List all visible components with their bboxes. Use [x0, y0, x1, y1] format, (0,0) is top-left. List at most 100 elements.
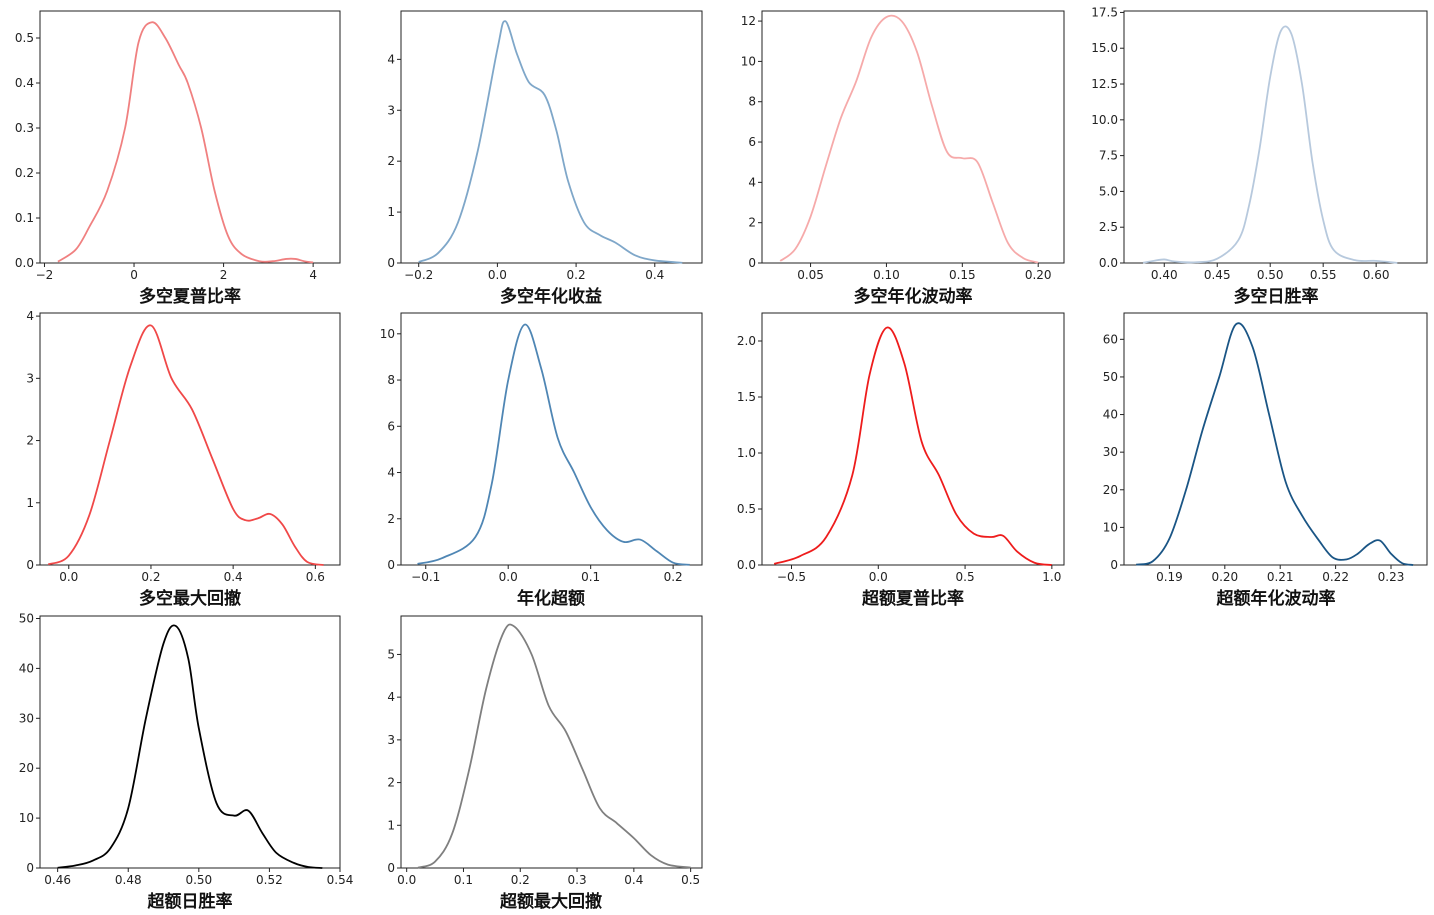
y-tick-label: 1	[387, 818, 395, 832]
plot-area	[779, 14, 1039, 264]
density-curve	[57, 21, 314, 264]
density-curve	[417, 323, 690, 566]
plot-area	[418, 20, 683, 264]
y-tick-label: 3	[387, 103, 395, 117]
axes-frame	[39, 10, 341, 264]
y-tick-label: 12	[741, 14, 756, 28]
x-tick-label: 0.21	[1267, 570, 1294, 584]
y-tick-label: 0.5	[15, 31, 34, 45]
y-tick-label: 17.5	[1091, 5, 1118, 19]
subplot-1: 多空夏普比率 −2 0 2 4 0.0 0.1 0.2 0.3 0.4 0.5	[15, 10, 341, 307]
y-tick-label: 0	[387, 558, 395, 572]
x-tick-label: 0.2	[664, 570, 683, 584]
x-tick-label: 0.0	[488, 268, 507, 282]
y-tick-label: 0	[1110, 558, 1118, 572]
y-tick-label: 20	[1103, 483, 1118, 497]
x-tick-label: 0.4	[624, 873, 643, 887]
y-tick-label: 4	[387, 466, 395, 480]
x-axis-label: 超额年化波动率	[1217, 588, 1336, 609]
x-tick-label: 4	[309, 268, 317, 282]
subplot-2: 多空年化收益 −0.2 0.0 0.2 0.4 0 1 2 3 4	[387, 10, 703, 307]
y-tick-label: 2	[748, 216, 756, 230]
subplot-8: 超额年化波动率 0.19 0.20 0.21 0.22 0.23 0 10 20 30 40 50 6…	[1103, 312, 1428, 609]
x-tick-label: 0.45	[1204, 268, 1231, 282]
y-tick-label: 0.1	[15, 211, 34, 225]
x-tick-label: 1.0	[1042, 570, 1061, 584]
x-axis-label: 多空日胜率	[1234, 286, 1319, 307]
y-tick-label: 0	[26, 861, 34, 875]
plot-area	[1142, 25, 1398, 264]
x-tick-label: 0.23	[1378, 570, 1405, 584]
x-tick-label: 0.1	[581, 570, 600, 584]
y-tick-label: 50	[1103, 370, 1118, 384]
subplot-5: 多空最大回撤 0.0 0.2 0.4 0.6 0 1 2 3 4	[26, 309, 341, 609]
y-tick-label: 0	[387, 256, 395, 270]
y-tick-label: 2	[387, 154, 395, 168]
axes-frame	[400, 312, 703, 566]
axes-frame	[39, 615, 341, 869]
y-tick-label: 30	[19, 711, 34, 725]
x-tick-label: 0.4	[224, 570, 243, 584]
y-tick-label: 12.5	[1091, 77, 1118, 91]
subplot-9: 超额日胜率 0.46 0.48 0.50 0.52 0.54 0 10 20 30 40 50	[19, 611, 354, 912]
x-tick-label: 0.20	[1211, 570, 1238, 584]
x-tick-label: 0.0	[499, 570, 518, 584]
x-tick-label: 0.50	[185, 873, 212, 887]
y-tick-label: 10	[1103, 520, 1118, 534]
axes-frame	[1123, 10, 1428, 264]
y-tick-label: 0	[748, 256, 756, 270]
y-tick-label: 2	[387, 512, 395, 526]
y-tick-label: 0	[26, 558, 34, 572]
plot-area	[417, 323, 690, 566]
y-tick-label: 1	[26, 496, 34, 510]
plot-area	[1136, 322, 1414, 566]
x-tick-label: 0.54	[327, 873, 354, 887]
y-tick-label: 0.2	[15, 166, 34, 180]
plot-area	[417, 623, 691, 869]
y-tick-label: 40	[1103, 408, 1118, 422]
x-tick-label: 0.0	[869, 570, 888, 584]
y-tick-label: 0.0	[737, 558, 756, 572]
y-tick-label: 0	[387, 861, 395, 875]
y-tick-label: 4	[387, 52, 395, 66]
x-tick-label: 0.6	[306, 570, 325, 584]
subplot-4: 多空日胜率 0.40 0.45 0.50 0.55 0.60 0.0 2.5 5.0 7.5 10…	[1091, 5, 1428, 307]
x-axis-label: 多空年化收益	[500, 286, 602, 307]
y-tick-label: 40	[19, 661, 34, 675]
y-tick-label: 2	[387, 776, 395, 790]
x-tick-label: 0.3	[568, 873, 587, 887]
y-tick-label: 8	[748, 95, 756, 109]
x-axis-label: 年化超额	[517, 588, 585, 609]
y-tick-label: 0.5	[737, 502, 756, 516]
y-tick-label: 5.0	[1099, 184, 1118, 198]
x-axis-label: 超额日胜率	[148, 891, 233, 912]
x-tick-label: 0	[130, 268, 138, 282]
x-tick-label: 0.2	[141, 570, 160, 584]
axes-frame	[39, 312, 341, 566]
axes-frame	[1123, 312, 1428, 566]
y-tick-label: 4	[387, 690, 395, 704]
axes-frame	[761, 10, 1065, 264]
y-tick-label: 10	[380, 327, 395, 341]
y-tick-label: 0.0	[1099, 256, 1118, 270]
x-tick-label: 0.40	[1151, 268, 1178, 282]
subplot-3: 多空年化波动率 0.05 0.10 0.15 0.20 0 2 4 6 8 10 12	[741, 10, 1065, 307]
subplot-6: 年化超额 −0.1 0.0 0.1 0.2 0 2 4 6 8 10	[380, 312, 703, 609]
x-tick-label: 0.0	[397, 873, 416, 887]
y-tick-label: 30	[1103, 445, 1118, 459]
density-curve	[57, 624, 323, 869]
plot-area	[773, 326, 1052, 566]
plot-area	[57, 21, 314, 264]
axes-frame	[400, 615, 703, 869]
x-tick-label: 0.50	[1257, 268, 1284, 282]
x-tick-label: 0.5	[956, 570, 975, 584]
density-curve	[418, 20, 683, 264]
x-tick-label: −2	[36, 268, 54, 282]
x-tick-label: 2	[220, 268, 228, 282]
x-tick-label: −0.2	[404, 268, 433, 282]
x-axis-label: 超额最大回撤	[500, 891, 602, 912]
x-tick-label: 0.55	[1310, 268, 1337, 282]
axes-frame	[400, 10, 703, 264]
x-tick-label: 0.15	[949, 268, 976, 282]
